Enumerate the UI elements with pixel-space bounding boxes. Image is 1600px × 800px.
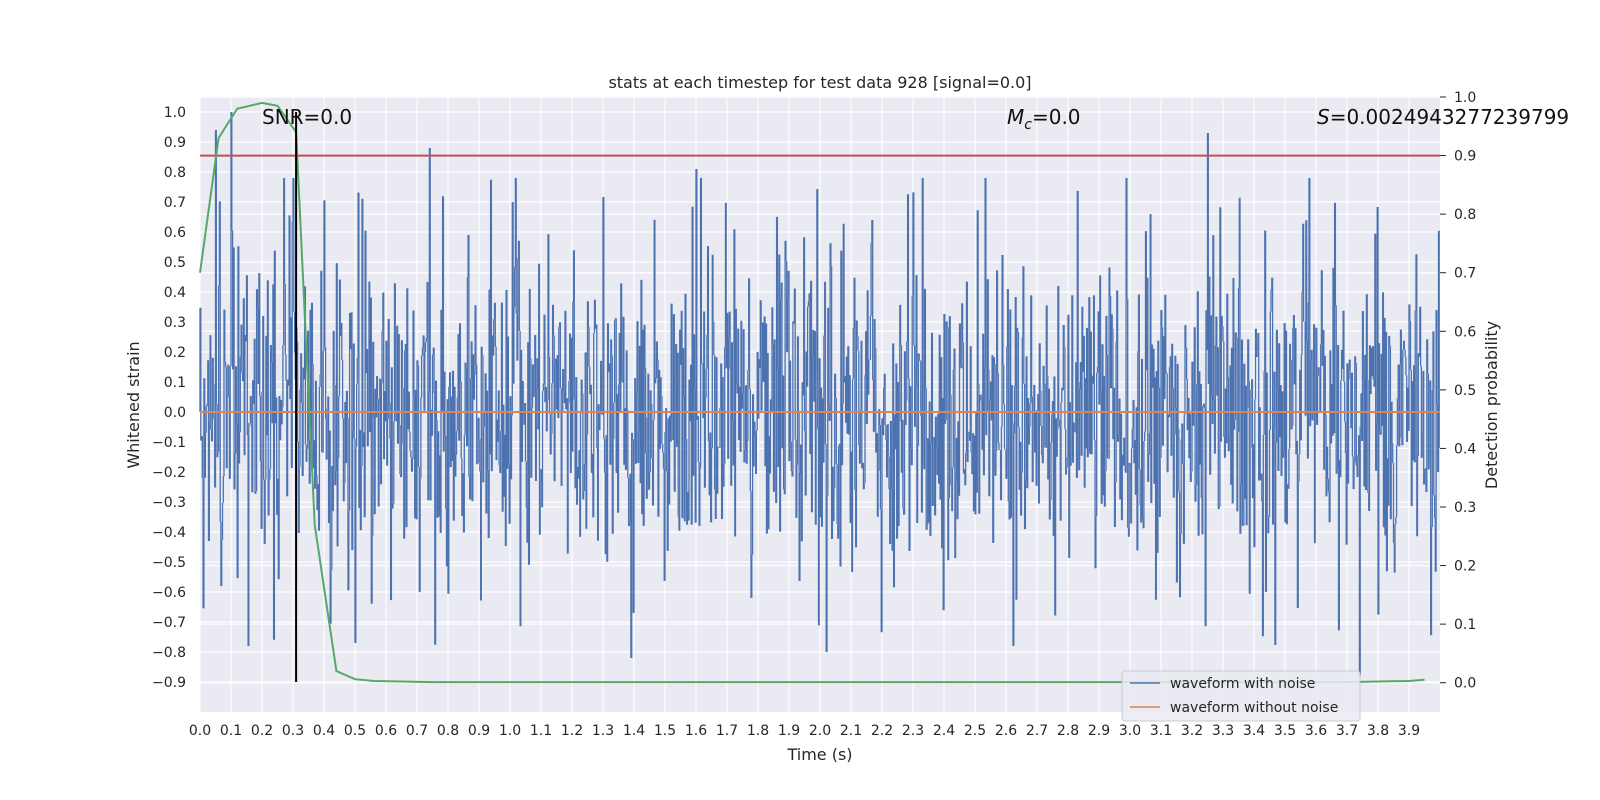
x-tick-label: 3.1 bbox=[1150, 723, 1172, 739]
x-tick-label: 0.9 bbox=[468, 723, 490, 739]
y2-tick-label: 0.6 bbox=[1454, 324, 1476, 340]
x-tick-label: 1.6 bbox=[685, 723, 707, 739]
x-tick-label: 2.2 bbox=[871, 723, 893, 739]
x-tick-label: 2.3 bbox=[902, 723, 924, 739]
chart-title: stats at each timestep for test data 928… bbox=[608, 73, 1031, 92]
y-tick-label: 0.1 bbox=[164, 375, 186, 391]
x-tick-label: 0.4 bbox=[313, 723, 335, 739]
y-axis-label: Whitened strain bbox=[124, 341, 143, 468]
x-tick-label: 3.2 bbox=[1181, 723, 1203, 739]
x-tick-label: 1.1 bbox=[530, 723, 552, 739]
x-tick-label: 1.5 bbox=[654, 723, 676, 739]
y2-tick-label: 0.9 bbox=[1454, 149, 1476, 165]
y-tick-label: −0.1 bbox=[152, 435, 186, 451]
x-tick-label: 3.0 bbox=[1119, 723, 1141, 739]
y2-tick-label: 0.5 bbox=[1454, 383, 1476, 399]
y-tick-label: 0.6 bbox=[164, 225, 186, 241]
x-tick-label: 2.7 bbox=[1026, 723, 1048, 739]
waveform-with-noise-line bbox=[199, 112, 1440, 676]
y-tick-label: −0.2 bbox=[152, 465, 186, 481]
x-tick-label: 3.9 bbox=[1398, 723, 1420, 739]
x-tick-label: 0.1 bbox=[220, 723, 242, 739]
snr-annotation: SNR=0.0 bbox=[262, 105, 352, 129]
y2-tick-label: 0.7 bbox=[1454, 266, 1476, 282]
y-tick-label: −0.8 bbox=[152, 645, 186, 661]
y-tick-label: 0.2 bbox=[164, 345, 186, 361]
legend-box bbox=[1121, 670, 1361, 722]
ticks: 0.0 0.1 0.2 0.3 0.4 0.5 0.6 0.7 0.8 0.9 1.0 1.1 1.2 1… bbox=[152, 90, 1476, 739]
x-tick-label: 3.7 bbox=[1336, 723, 1358, 739]
x-tick-label: 0.3 bbox=[282, 723, 304, 739]
x-tick-label: 2.8 bbox=[1057, 723, 1079, 739]
y2-tick-label: 1.0 bbox=[1454, 90, 1476, 106]
y-tick-label: 0.3 bbox=[164, 315, 186, 331]
mc-annotation: Mc=0.0 bbox=[1007, 105, 1081, 133]
y2-tick-label: 0.8 bbox=[1454, 207, 1476, 223]
x-tick-label: 3.4 bbox=[1243, 723, 1265, 739]
y2-tick-label: 0.4 bbox=[1454, 441, 1476, 457]
x-tick-label: 1.9 bbox=[778, 723, 800, 739]
x-tick-label: 1.0 bbox=[499, 723, 521, 739]
legend: waveform with noise waveform without noi… bbox=[1121, 670, 1361, 722]
x-tick-label: 3.3 bbox=[1212, 723, 1234, 739]
x-tick-label: 0.7 bbox=[406, 723, 428, 739]
mc-value: =0.0 bbox=[1032, 105, 1081, 129]
y-tick-label: −0.3 bbox=[152, 495, 186, 511]
x-tick-label: 2.9 bbox=[1088, 723, 1110, 739]
x-tick-label: 3.8 bbox=[1367, 723, 1389, 739]
x-tick-label: 2.4 bbox=[933, 723, 955, 739]
y2-tick-label: 0.1 bbox=[1454, 617, 1476, 633]
y2-axis-label: Detection probability bbox=[1482, 321, 1501, 489]
x-tick-label: 2.6 bbox=[995, 723, 1017, 739]
y-tick-label: 0.8 bbox=[164, 165, 186, 181]
y-tick-label: 1.0 bbox=[164, 105, 186, 121]
x-axis-label: Time (s) bbox=[786, 745, 852, 764]
y-tick-label: −0.9 bbox=[152, 675, 186, 691]
x-tick-label: 3.5 bbox=[1274, 723, 1296, 739]
legend-label-noise: waveform with noise bbox=[1170, 676, 1315, 692]
x-tick-label: 2.0 bbox=[809, 723, 831, 739]
y-tick-label: −0.5 bbox=[152, 555, 186, 571]
x-tick-label: 3.6 bbox=[1305, 723, 1327, 739]
x-tick-label: 1.8 bbox=[747, 723, 769, 739]
s-annotation: S=0.0024943277239799 bbox=[1317, 105, 1569, 129]
s-symbol: S bbox=[1317, 105, 1330, 129]
y-tick-label: −0.7 bbox=[152, 615, 186, 631]
waveform-with-noise-series bbox=[199, 112, 1440, 676]
y-tick-label: 0.7 bbox=[164, 195, 186, 211]
x-tick-label: 2.1 bbox=[840, 723, 862, 739]
y-tick-label: 0.5 bbox=[164, 255, 186, 271]
x-tick-label: 1.4 bbox=[623, 723, 645, 739]
x-tick-label: 0.5 bbox=[344, 723, 366, 739]
y2-tick-label: 0.2 bbox=[1454, 559, 1476, 575]
y-tick-label: −0.6 bbox=[152, 585, 186, 601]
mc-symbol: M bbox=[1007, 105, 1024, 129]
y-tick-label: 0.4 bbox=[164, 285, 186, 301]
x-tick-label: 0.8 bbox=[437, 723, 459, 739]
x-tick-label: 0.6 bbox=[375, 723, 397, 739]
y-tick-label: 0.0 bbox=[164, 405, 186, 421]
x-tick-label: 1.7 bbox=[716, 723, 738, 739]
legend-label-clean: waveform without noise bbox=[1170, 700, 1338, 716]
x-tick-label: 1.2 bbox=[561, 723, 583, 739]
y2-tick-label: 0.3 bbox=[1454, 500, 1476, 516]
y2-tick-label: 0.0 bbox=[1454, 676, 1476, 692]
x-tick-label: 0.0 bbox=[189, 723, 211, 739]
x-tick-label: 2.5 bbox=[964, 723, 986, 739]
y-tick-label: 0.9 bbox=[164, 135, 186, 151]
x-tick-label: 1.3 bbox=[592, 723, 614, 739]
s-value: =0.0024943277239799 bbox=[1330, 105, 1569, 129]
x-tick-label: 0.2 bbox=[251, 723, 273, 739]
y-tick-label: −0.4 bbox=[152, 525, 186, 541]
mc-subscript: c bbox=[1024, 117, 1032, 133]
